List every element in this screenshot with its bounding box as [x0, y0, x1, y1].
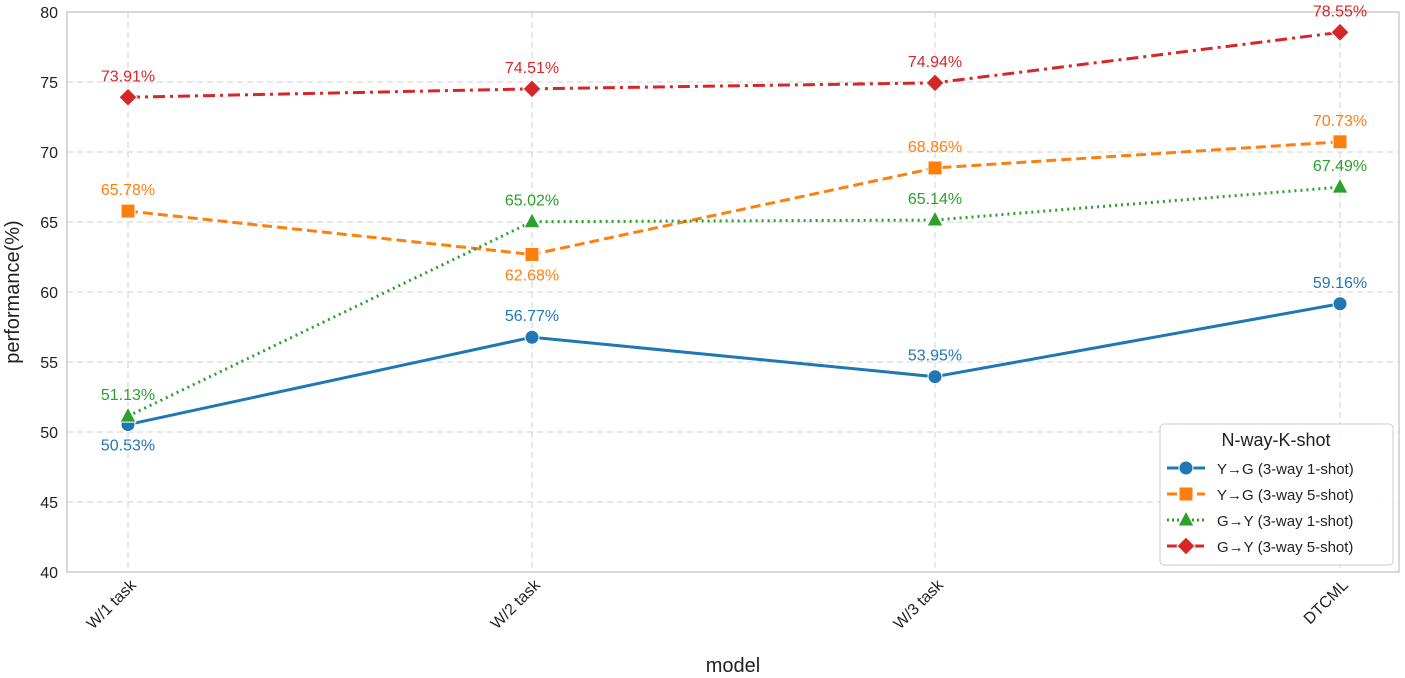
y-tick-label: 80: [40, 5, 58, 22]
series-group: [118, 22, 1350, 433]
series-1-point: [1332, 296, 1348, 312]
data-label: 59.16%: [1313, 275, 1367, 292]
legend-marker: [1178, 460, 1194, 476]
x-tick-label: W/2 task: [488, 576, 545, 633]
series-2-point: [120, 203, 136, 219]
data-label: 53.95%: [908, 348, 962, 365]
y-tick-label: 50: [40, 425, 58, 442]
legend-label: Y→G (3-way 1-shot): [1217, 461, 1354, 478]
data-label: 78.55%: [1313, 3, 1367, 20]
series-line-4: [127, 30, 1341, 99]
legend-marker: [1177, 509, 1195, 527]
y-tick-labels: 40 45 50 55 60 65 70 75 80: [40, 5, 58, 582]
data-label: 65.78%: [101, 182, 155, 199]
y-tick-label: 75: [40, 75, 58, 92]
data-label: 73.91%: [101, 68, 155, 85]
x-tick-label: DTCML: [1301, 577, 1352, 628]
data-label: 74.94%: [908, 54, 962, 71]
data-label: 74.51%: [505, 60, 559, 77]
series-3-point: [119, 406, 137, 423]
legend-entries: Y→G (3-way 1-shot) Y→G (3-way 5-shot) G→Y …: [1167, 460, 1354, 556]
data-label: 50.53%: [101, 438, 155, 455]
series-line-2: [127, 140, 1341, 256]
series-3-point: [926, 209, 944, 227]
x-tick-label: W/3 task: [891, 576, 948, 633]
legend-title: N-way-K-shot: [1221, 430, 1330, 450]
series-2-point: [927, 160, 943, 176]
data-label: 65.14%: [908, 191, 962, 208]
y-tick-label: 45: [40, 495, 58, 512]
legend-label: G→Y (3-way 1-shot): [1217, 513, 1353, 530]
series-4-point: [522, 79, 542, 99]
x-axis-label: model: [706, 655, 760, 677]
legend-label: G→Y (3-way 5-shot): [1217, 539, 1353, 556]
series-4-point: [925, 73, 945, 93]
legend: N-way-K-shot Y→G (3-way 1-shot)Y→G (3-wa…: [1159, 423, 1394, 566]
series-1-point: [524, 329, 540, 345]
legend-marker: [1176, 536, 1196, 556]
x-tick-label: W/1 task: [84, 576, 141, 633]
x-tick-labels: W/1 task W/2 task W/3 task DTCML: [84, 576, 1352, 633]
data-label: 62.68%: [505, 267, 559, 284]
series-2-point: [524, 246, 540, 262]
y-tick-label: 60: [40, 285, 58, 302]
y-tick-label: 65: [40, 215, 58, 232]
data-label: 65.02%: [505, 193, 559, 210]
y-tick-label: 55: [40, 355, 58, 372]
data-label: 51.13%: [101, 387, 155, 404]
data-label: 70.73%: [1313, 113, 1367, 130]
series-4-point: [118, 87, 138, 107]
y-tick-label: 40: [40, 565, 58, 582]
data-labels: 50.53% 56.77% 53.95% 59.16% 65.78% 62.68% 68.8…: [101, 3, 1367, 454]
series-4-point: [1330, 22, 1350, 43]
series-line-1: [127, 302, 1341, 427]
legend-marker: [1178, 486, 1194, 502]
data-label: 68.86%: [908, 139, 962, 156]
legend-box: [1159, 423, 1394, 566]
series-3-point: [523, 211, 541, 229]
series-2-point: [1332, 134, 1348, 150]
data-label: 67.49%: [1313, 158, 1367, 175]
series-3-point: [1331, 177, 1349, 194]
y-tick-label: 70: [40, 145, 58, 162]
series-1-point: [927, 369, 943, 385]
y-axis-label: performance(%): [2, 220, 24, 363]
series-line-3: [127, 185, 1341, 418]
legend-label: Y→G (3-way 5-shot): [1217, 487, 1354, 504]
data-label: 56.77%: [505, 308, 559, 325]
